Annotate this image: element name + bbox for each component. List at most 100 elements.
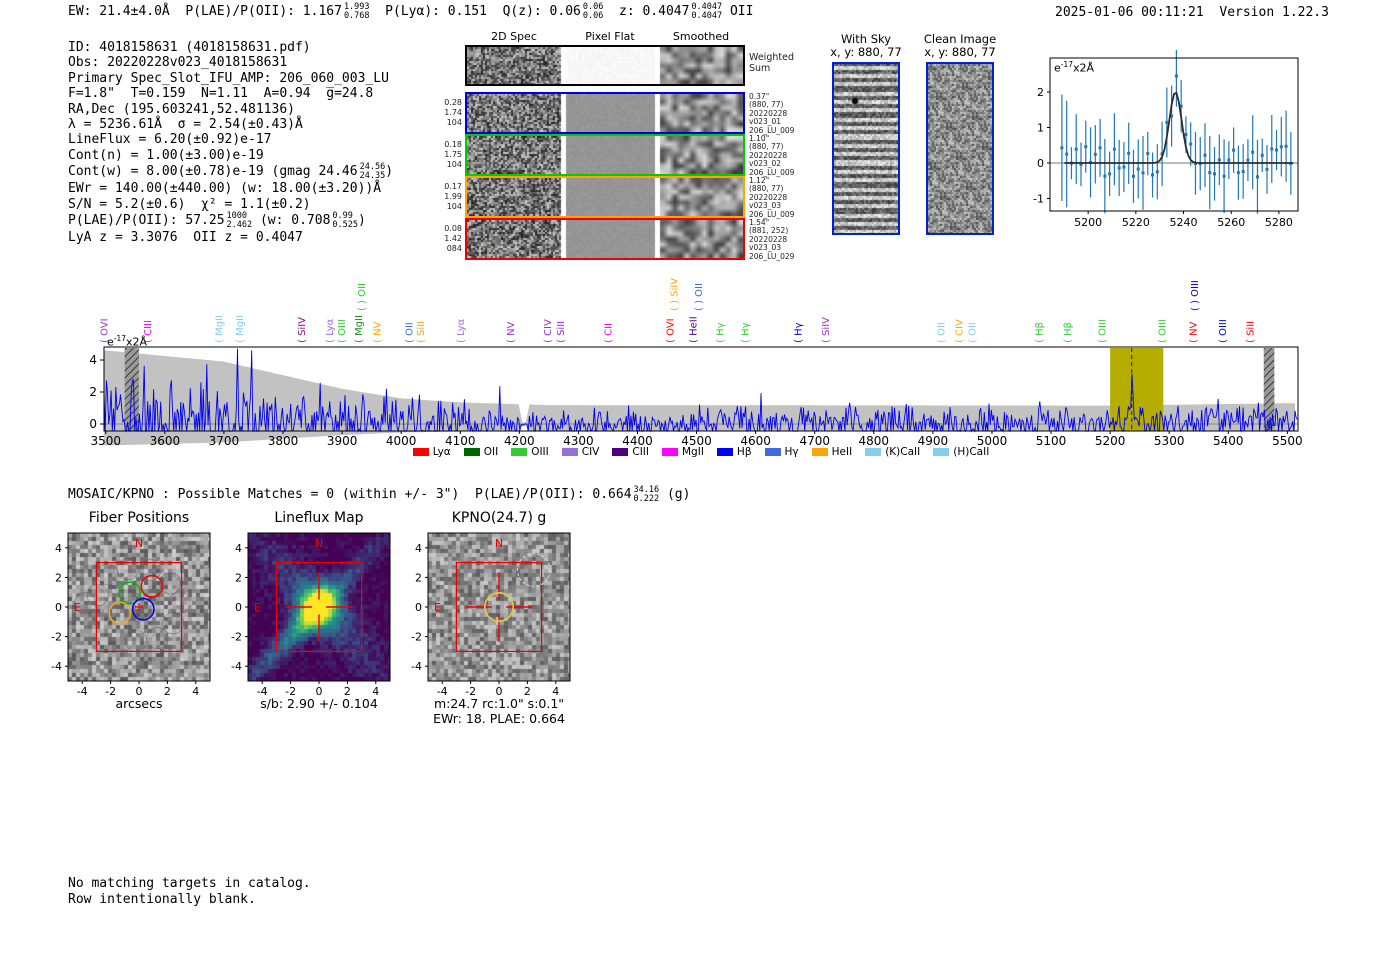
data-point bbox=[1060, 146, 1064, 150]
unit-pre: e bbox=[107, 335, 114, 349]
y-tick-label: -2 bbox=[231, 631, 242, 644]
emission-line-label: ( CIV bbox=[954, 319, 965, 343]
x-tick-label: 5260 bbox=[1217, 216, 1245, 229]
data-point bbox=[1131, 174, 1135, 178]
x-tick-label: 5500 bbox=[1272, 434, 1303, 448]
x-tick-label: 3600 bbox=[150, 434, 181, 448]
data-point bbox=[1146, 152, 1150, 156]
y-tick-label: -4 bbox=[231, 660, 242, 673]
emission-line-label: ( NV bbox=[372, 321, 383, 343]
info-line: S/N = 5.2(±0.6) χ² = 1.1(±0.2) bbox=[68, 197, 393, 212]
emission-line-label: ( Hγ bbox=[716, 322, 727, 343]
inset-frame bbox=[1049, 57, 1299, 212]
text-segment: S/N = 5.2(±0.6) χ² = 1.1(±0.2) bbox=[68, 196, 311, 212]
emission-line-label: ( MgII bbox=[235, 315, 246, 343]
y-tick-label: 0 bbox=[235, 601, 242, 614]
emission-line-label: ( Hβ bbox=[1035, 322, 1046, 343]
x-tick-label: 4600 bbox=[740, 434, 771, 448]
cutouts-overlay: -4 -2 0 2 4 -4 -2 0 2 4 N E -4 -2 0 2 4 -4 -2 0 2 4 N E -4 -2 0 2 4 -… bbox=[51, 532, 571, 698]
x-tick-label: 2 bbox=[164, 685, 171, 698]
sup-sub-uncertainty: 24.56 24.35 bbox=[360, 163, 386, 181]
data-point bbox=[1155, 170, 1159, 174]
clean-image-title: Clean Image x, y: 880, 77 bbox=[910, 33, 1010, 59]
detection-info-block: ID: 4018158631 (4018158631.pdf) Obs: 2022… bbox=[68, 40, 393, 245]
text-segment: ID: 4018158631 (4018158631.pdf) bbox=[68, 40, 311, 55]
kpno_g-frame bbox=[427, 532, 571, 682]
x-tick-label: 0 bbox=[316, 685, 323, 698]
x-tick-label: 4800 bbox=[859, 434, 890, 448]
data-point bbox=[1251, 150, 1255, 154]
legend-swatch bbox=[561, 448, 578, 456]
spec2d-row-1-canvas bbox=[467, 136, 743, 174]
legend-item: OIII bbox=[511, 446, 549, 458]
legend-swatch bbox=[511, 448, 528, 456]
sup-sub-uncertainty: 1000 2.462 bbox=[227, 211, 253, 230]
y-tick-label: -2 bbox=[51, 631, 62, 644]
x-tick-label: 4900 bbox=[918, 434, 949, 448]
x-tick-label: 4 bbox=[372, 685, 379, 698]
x-tick-label: 4700 bbox=[799, 434, 830, 448]
data-point bbox=[1284, 144, 1288, 148]
data-point bbox=[1141, 171, 1145, 175]
sup-sub-uncertainty: 0.99 0.525 bbox=[332, 210, 358, 230]
emission-line-legend: Lyα OII OIII CIV CIII MgII Hβ Hγ HeII (K)CaII (H)C… bbox=[104, 446, 1298, 458]
emission-line-label: ( OII bbox=[937, 322, 948, 343]
x-tick-label: 3900 bbox=[327, 434, 358, 448]
clean-image-subtitle: x, y: 880, 77 bbox=[924, 45, 996, 59]
emission-line-label: ( SiII bbox=[556, 321, 567, 343]
data-point bbox=[1203, 153, 1207, 157]
data-point bbox=[1217, 158, 1221, 162]
data-point bbox=[1236, 171, 1240, 175]
spec2d-row-left-label: 0.28 1.74 104 bbox=[444, 98, 462, 127]
info-line: RA,Dec (195.603241,52.481136) bbox=[68, 102, 393, 117]
legend-item: HeII bbox=[811, 446, 852, 458]
legend-swatch bbox=[811, 448, 828, 456]
data-point bbox=[1103, 174, 1107, 178]
clean-image-frame bbox=[926, 62, 994, 235]
summary-stats-line: EW: 21.4±4.0Å P(LAE)/P(OII): 1.167 1.993 0… bbox=[68, 3, 753, 21]
emission-line-label: ( MgII bbox=[215, 315, 226, 343]
x-tick-label: -2 bbox=[105, 685, 116, 698]
text-segment: RA,Dec (195.603241,52.481136) bbox=[68, 101, 295, 117]
legend-label: Lyα bbox=[432, 446, 451, 458]
x-tick-label: -4 bbox=[257, 685, 268, 698]
spacer bbox=[1204, 5, 1220, 20]
frac-part: 1.993 bbox=[343, 2, 370, 12]
x-tick-label: 5220 bbox=[1122, 216, 1150, 229]
data-point bbox=[1275, 148, 1279, 152]
spec2d-col-header: Smoothed bbox=[672, 30, 730, 43]
text-segment: P(LAE)/P(OII): 57.25 bbox=[68, 212, 225, 228]
data-point bbox=[1170, 114, 1174, 118]
kpno-caption2: EWr: 18. PLAE: 0.664 bbox=[433, 711, 565, 726]
x-tick-label: -4 bbox=[437, 685, 448, 698]
data-point bbox=[1074, 147, 1078, 151]
gaussian-fit-curve bbox=[1064, 91, 1294, 164]
frac-part: 0.99 bbox=[332, 210, 353, 221]
fiber-circle bbox=[108, 601, 132, 625]
fiber-circle-other bbox=[86, 584, 109, 607]
legend-swatch bbox=[412, 448, 429, 456]
info-line: EWr = 140.00(±440.00) (w: 18.00(±3.20))Å bbox=[68, 181, 393, 196]
compass-east-label: E bbox=[74, 601, 81, 614]
emission-line-label: ( SiII bbox=[416, 321, 427, 343]
legend-swatch bbox=[933, 448, 950, 456]
y-tick-label: -4 bbox=[51, 660, 62, 673]
emission-line-label: ( NV bbox=[506, 321, 517, 343]
spec2d-row-3-canvas bbox=[467, 220, 743, 258]
legend-label: (K)CaII bbox=[885, 446, 921, 458]
y-tick-label: 4 bbox=[89, 353, 97, 367]
emission-line-label: ( Hβ bbox=[1063, 322, 1074, 343]
text-segment: EWr = 140.00(±440.00) (w: 18.00(±3.20))Å bbox=[68, 181, 382, 197]
frac-part: 0.222 bbox=[633, 493, 660, 504]
legend-item: Hβ bbox=[716, 446, 752, 458]
spec2d-row-left-label: 0.17 1.99 104 bbox=[444, 182, 462, 211]
data-point bbox=[1260, 153, 1264, 157]
data-point bbox=[1112, 147, 1116, 151]
x-tick-label: 2 bbox=[524, 685, 531, 698]
fiber-circle-other bbox=[73, 592, 97, 615]
fiber-circle bbox=[131, 597, 155, 621]
sky-line-band bbox=[1263, 348, 1275, 431]
x-tick-label: 5300 bbox=[1154, 434, 1185, 448]
legend-item: MgII bbox=[662, 446, 704, 458]
